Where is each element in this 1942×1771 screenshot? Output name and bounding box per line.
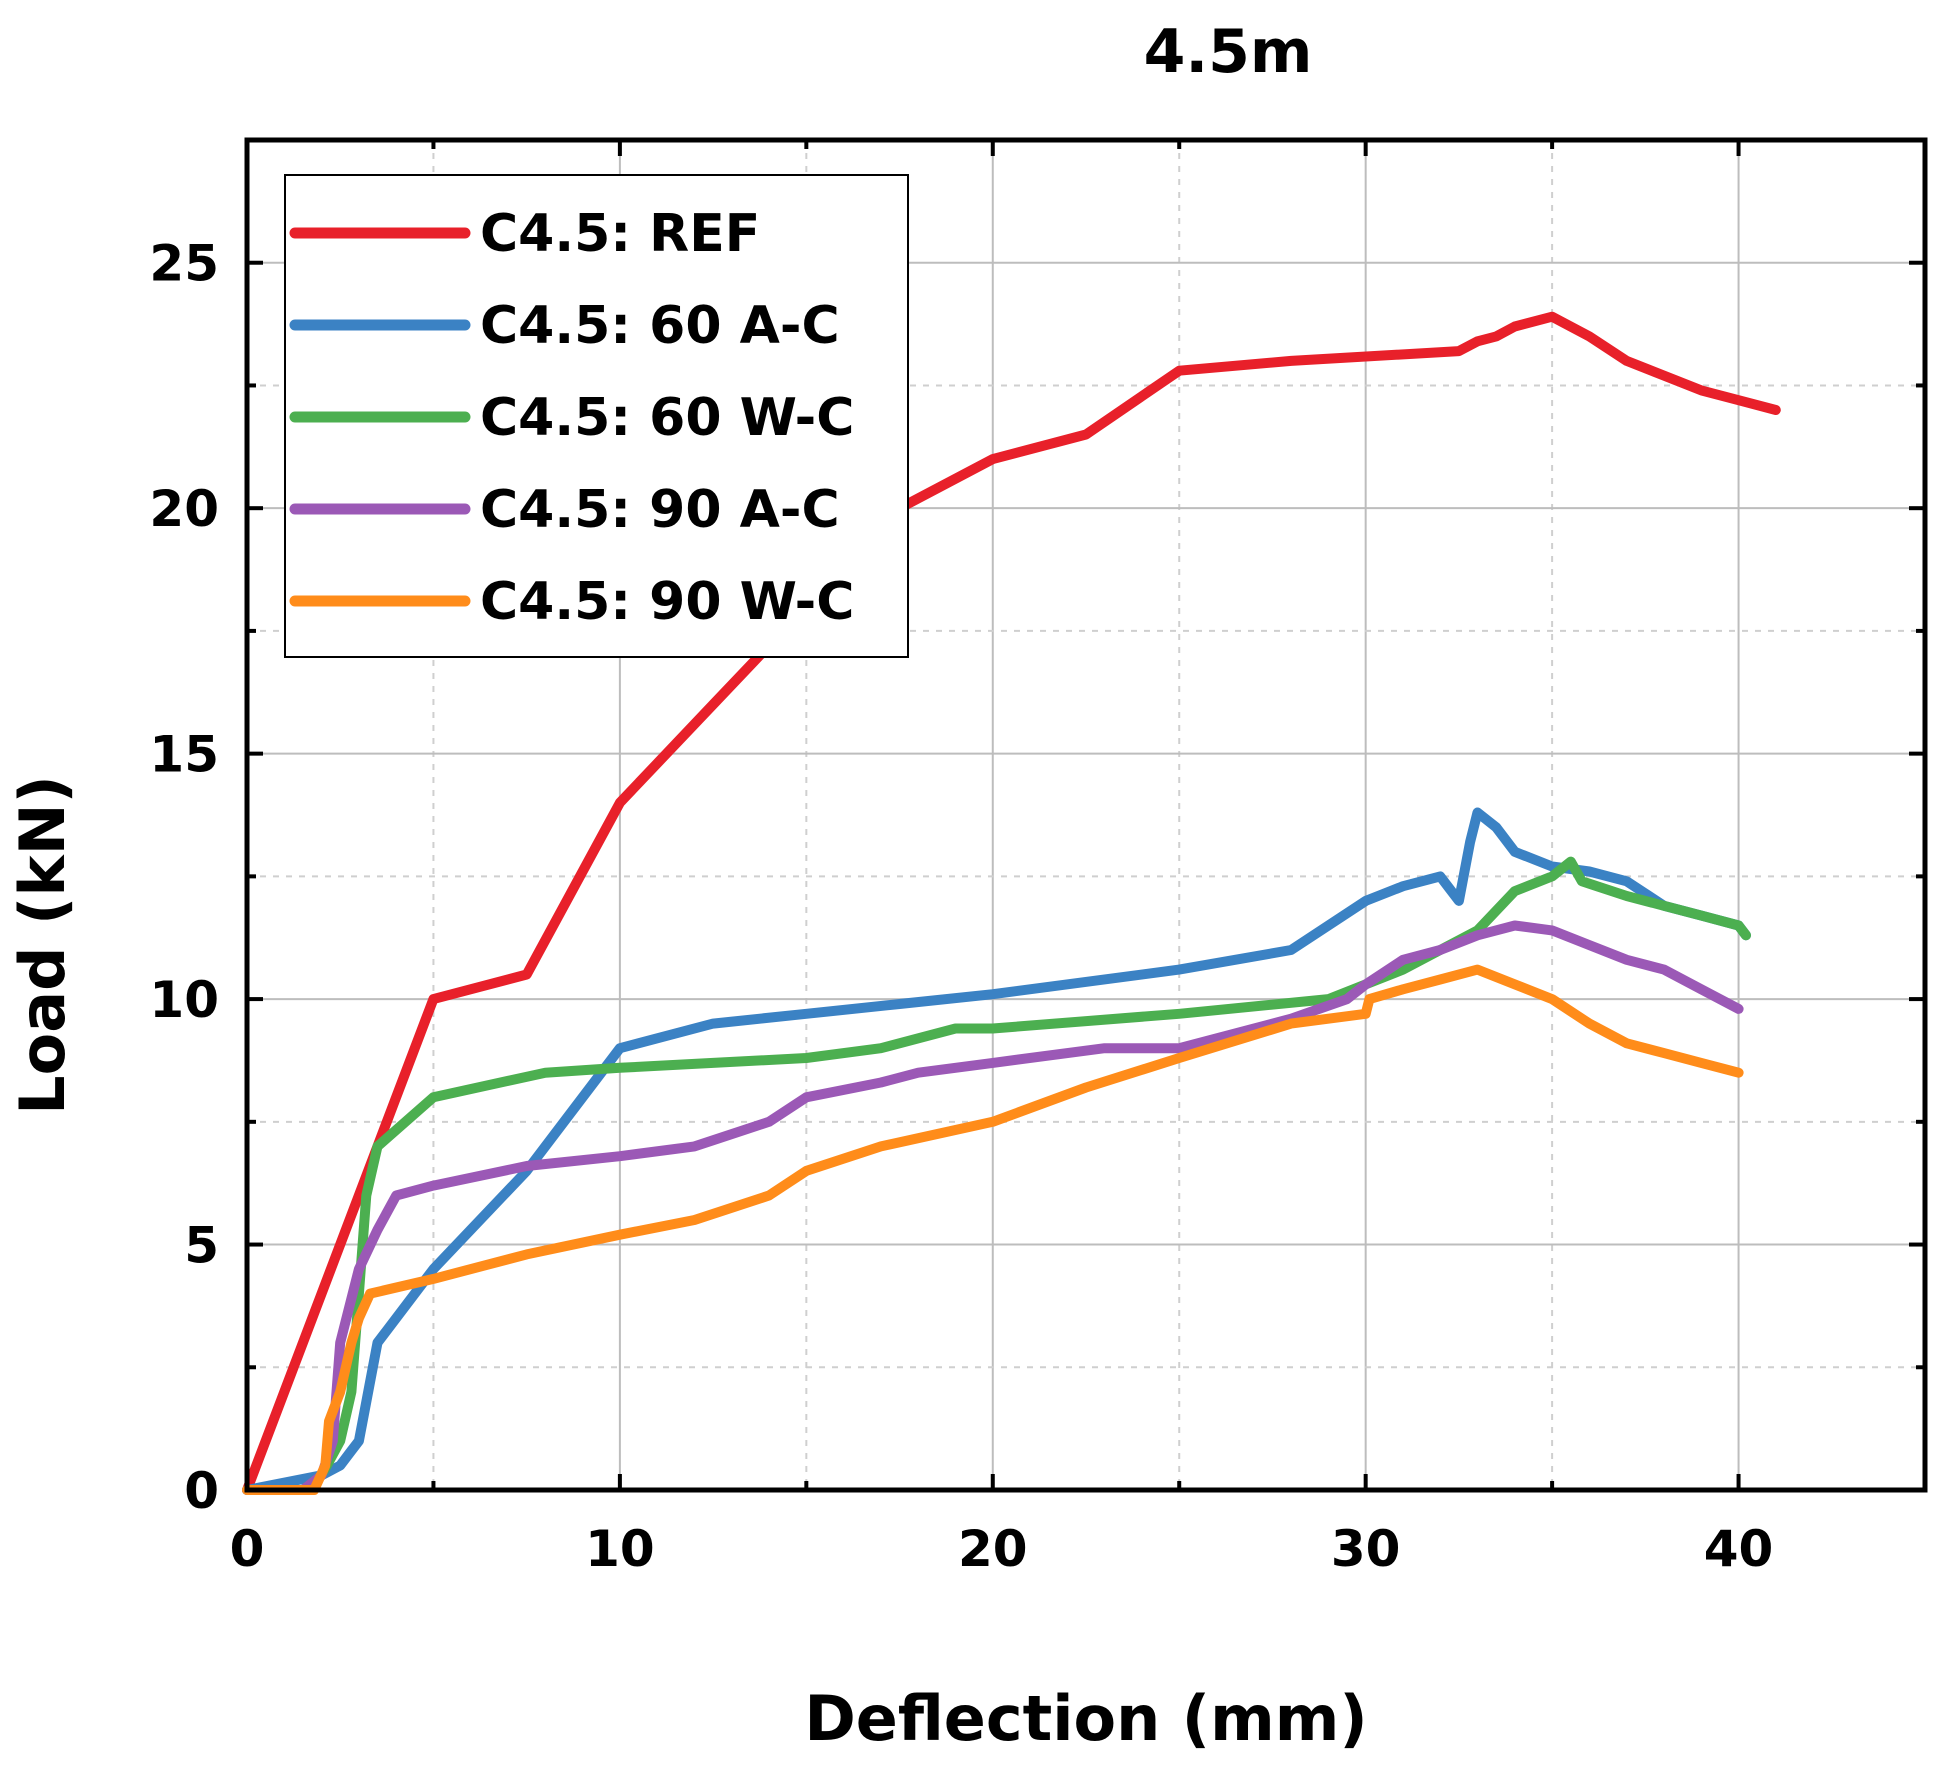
y-tick-label: 10 (149, 971, 219, 1029)
x-tick-label: 10 (585, 1520, 655, 1578)
x-tick-label: 40 (1704, 1520, 1774, 1578)
chart-title: 4.5m (1144, 17, 1313, 87)
series-layer (242, 311, 1781, 1495)
legend-label: C4.5: 90 A-C (480, 480, 840, 540)
series-line-1 (242, 311, 1781, 1495)
legend: C4.5: REF C4.5: 60 A-C C4.5: 60 W-C C4.5: 9… (284, 174, 909, 658)
x-axis-label: Deflection (mm) (804, 1682, 1367, 1755)
y-tick-label: 20 (149, 480, 219, 538)
y-tick-label: 0 (184, 1462, 219, 1520)
legend-label: C4.5: 60 A-C (480, 296, 840, 356)
series-line-2 (242, 807, 1751, 1495)
series-line-5 (242, 964, 1744, 1495)
series-line-4 (242, 920, 1744, 1495)
x-tick-label: 20 (958, 1520, 1028, 1578)
y-tick-label: 5 (184, 1217, 219, 1275)
y-tick-label: 15 (149, 726, 219, 784)
legend-label: C4.5: 60 W-C (480, 388, 854, 448)
axis-ticks (245, 138, 1927, 1492)
y-axis-label: Load (kN) (6, 775, 79, 1115)
tick-labels: 0 10 20 30 40 0 5 10 15 20 25 (149, 235, 1773, 1578)
legend-label: C4.5: REF (480, 204, 760, 264)
series-line-3 (242, 856, 1751, 1495)
x-tick-label: 0 (230, 1520, 265, 1578)
plot-frame (244, 137, 1928, 1493)
y-tick-label: 25 (149, 235, 219, 293)
x-tick-label: 30 (1331, 1520, 1401, 1578)
legend-label: C4.5: 90 W-C (480, 572, 854, 632)
